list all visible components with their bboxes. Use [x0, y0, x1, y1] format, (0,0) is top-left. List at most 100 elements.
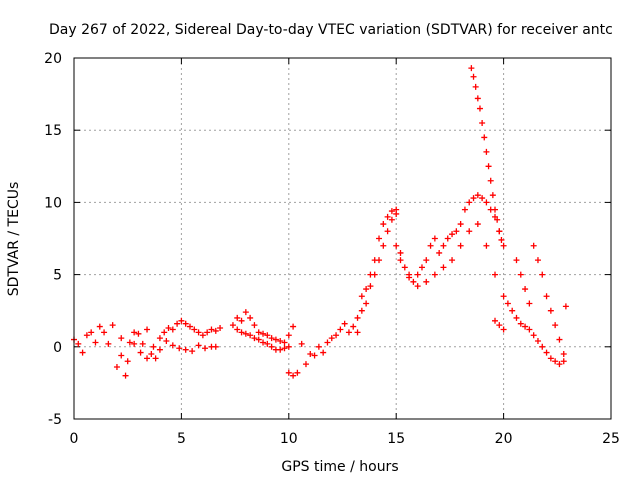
data-point — [118, 352, 125, 359]
data-point — [380, 221, 387, 228]
data-point — [376, 257, 383, 264]
y-tick-label: 0 — [53, 340, 62, 356]
data-point — [345, 329, 352, 336]
y-tick-label: 20 — [44, 51, 62, 67]
data-point — [307, 351, 314, 358]
data-point — [202, 345, 209, 352]
data-point — [500, 326, 507, 333]
data-point — [517, 271, 524, 278]
data-point — [543, 349, 550, 356]
data-point — [483, 242, 490, 249]
y-tick-labels: -5 0 5 10 15 20 — [44, 51, 62, 428]
data-point — [337, 326, 344, 333]
data-point — [182, 346, 189, 353]
data-point — [212, 327, 219, 334]
data-point — [75, 340, 82, 347]
data-point — [397, 249, 404, 256]
data-point — [285, 343, 292, 350]
data-point — [489, 192, 496, 199]
data-point — [182, 320, 189, 327]
data-point — [88, 329, 95, 336]
data-point — [176, 345, 183, 352]
data-point — [109, 322, 116, 329]
data-point — [474, 192, 481, 199]
data-point — [302, 361, 309, 368]
data-point — [427, 242, 434, 249]
data-point — [526, 300, 533, 307]
data-point — [341, 320, 348, 327]
data-point — [285, 369, 292, 376]
plot-frame — [73, 57, 612, 420]
data-point — [461, 206, 468, 213]
data-point — [562, 303, 569, 310]
data-point — [483, 148, 490, 155]
y-tick-label: 10 — [44, 195, 62, 211]
data-point — [444, 235, 451, 242]
data-point — [418, 264, 425, 271]
data-point — [449, 257, 456, 264]
data-point — [178, 317, 185, 324]
data-point — [483, 199, 490, 206]
data-point — [212, 343, 219, 350]
series-trace-2 — [118, 338, 219, 365]
data-point — [436, 249, 443, 256]
data-point — [470, 195, 477, 202]
data-point — [186, 323, 193, 330]
data-point — [485, 163, 492, 170]
data-point — [479, 195, 486, 202]
data-point — [268, 343, 275, 350]
data-point — [476, 105, 483, 112]
data-point — [393, 210, 400, 217]
data-point — [384, 228, 391, 235]
data-point — [492, 206, 499, 213]
data-point — [393, 242, 400, 249]
data-point — [277, 338, 284, 345]
data-point — [457, 242, 464, 249]
grid-layer — [74, 58, 611, 419]
data-point — [139, 340, 146, 347]
data-point — [376, 235, 383, 242]
data-point — [487, 177, 494, 184]
data-point — [534, 338, 541, 345]
data-point — [311, 352, 318, 359]
data-point — [260, 330, 267, 337]
series-trace-3 — [229, 309, 297, 346]
data-point — [255, 329, 262, 336]
data-point — [148, 351, 155, 358]
series-trace-11 — [513, 242, 569, 358]
data-point — [423, 278, 430, 285]
data-point — [255, 336, 262, 343]
x-tick-labels: 0 5 10 15 20 25 — [70, 431, 620, 447]
data-point — [423, 257, 430, 264]
data-point — [466, 199, 473, 206]
data-point — [156, 335, 163, 342]
data-point — [547, 307, 554, 314]
data-point — [388, 208, 395, 215]
data-point — [556, 361, 563, 368]
data-point — [174, 320, 181, 327]
data-point — [354, 329, 361, 336]
data-point — [298, 340, 305, 347]
data-point — [358, 307, 365, 314]
data-point — [530, 242, 537, 249]
data-point — [496, 228, 503, 235]
x-tick-label: 10 — [280, 431, 298, 447]
data-point — [195, 329, 202, 336]
data-point — [539, 343, 546, 350]
data-point — [281, 345, 288, 352]
series-trace-10 — [492, 300, 567, 368]
data-point — [92, 339, 99, 346]
data-point — [135, 330, 142, 337]
data-point — [156, 346, 163, 353]
data-point — [247, 332, 254, 339]
data-point — [247, 314, 254, 321]
data-point — [513, 314, 520, 321]
data-point — [431, 235, 438, 242]
data-point — [144, 326, 151, 333]
data-point — [144, 355, 151, 362]
series-trace-8 — [397, 221, 507, 300]
data-point — [453, 228, 460, 235]
data-point — [406, 271, 413, 278]
tick-layer — [73, 57, 612, 420]
data-point — [204, 329, 211, 336]
